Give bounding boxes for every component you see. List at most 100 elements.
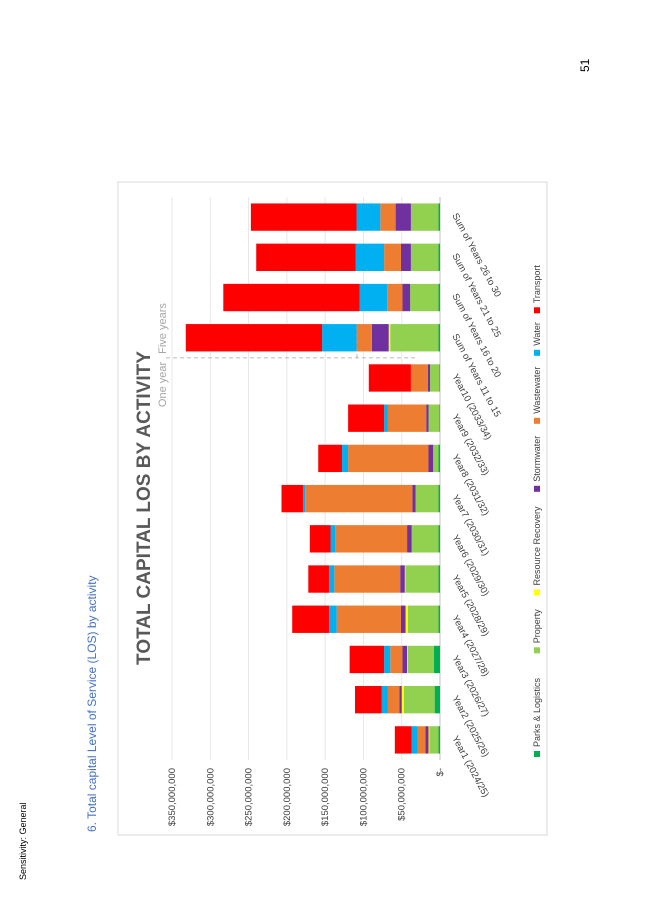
bar-segment — [355, 686, 382, 714]
bar-segment — [305, 484, 413, 513]
y-tick-label: $- — [435, 768, 446, 776]
bar-segment — [411, 726, 418, 754]
bar-segment — [417, 726, 426, 754]
bar-segment — [399, 686, 402, 714]
bar-segment — [407, 645, 434, 674]
bar-segment — [185, 324, 323, 352]
bar-segment — [438, 525, 440, 553]
bar-segment — [349, 645, 385, 674]
bar-segment — [223, 283, 360, 312]
y-tick-label: $200,000,000 — [282, 768, 293, 826]
chart-title: TOTAL CAPITAL LOS BY ACTIVITY — [134, 351, 155, 665]
bar-segment — [328, 605, 337, 633]
bar-segment — [410, 243, 439, 271]
legend-swatch — [534, 647, 540, 654]
bar-segment — [256, 243, 356, 271]
bar-segment — [302, 484, 306, 513]
legend-label: Property — [532, 609, 542, 644]
bar-segment — [388, 324, 391, 352]
bar-segment — [438, 243, 440, 271]
bar-segment — [415, 484, 439, 513]
legend-label: Stormwater — [532, 436, 542, 482]
y-tick-label: $100,000,000 — [358, 768, 369, 826]
bar-segment — [355, 243, 385, 271]
bar-segment — [387, 283, 403, 312]
bar-segment — [425, 726, 429, 754]
bar-segment — [381, 686, 388, 714]
legend-label: Transport — [532, 265, 542, 304]
bar-segment — [322, 324, 357, 352]
bar-segment — [328, 565, 335, 593]
bar-segment — [430, 364, 440, 392]
bar-segment — [292, 605, 329, 633]
bar-segment — [427, 364, 431, 392]
bar-segment — [438, 444, 440, 473]
legend-swatch — [534, 751, 540, 757]
bar-segment — [405, 605, 408, 633]
legend-swatch — [534, 307, 540, 314]
legend-label: Parks & Logistics — [532, 677, 542, 747]
bar-segment — [390, 645, 403, 674]
bar-segment — [384, 645, 391, 674]
bar-segment — [438, 203, 440, 231]
bar-segment — [438, 283, 440, 312]
bar-segment — [387, 686, 400, 714]
bar-segment — [407, 525, 412, 553]
bar-segment — [348, 404, 385, 432]
bar-segment — [400, 605, 406, 633]
bar-segment — [384, 404, 388, 432]
bar-segment — [402, 645, 408, 674]
annotation-one-year: One year — [157, 362, 169, 408]
bar-segment — [438, 605, 440, 633]
bar-segment — [439, 364, 440, 392]
bar-segment — [318, 444, 342, 473]
bar-segment — [395, 203, 411, 231]
bar-segment — [438, 726, 440, 754]
y-tick-label: $50,000,000 — [397, 768, 408, 821]
bar-segment — [336, 605, 401, 633]
bar-segment — [308, 565, 329, 593]
legend-label: Resource Recovery — [532, 506, 542, 586]
bar-segment — [405, 565, 439, 593]
bar-segment — [281, 484, 303, 513]
bar-segment — [341, 444, 349, 473]
bar-segment — [384, 243, 401, 271]
bar-segment — [359, 283, 388, 312]
bar-segment — [438, 324, 440, 352]
bar-segment — [438, 484, 440, 513]
bar-segment — [411, 525, 439, 553]
bar-segment — [410, 283, 439, 312]
bar-segment — [368, 364, 411, 392]
y-tick-label: $350,000,000 — [167, 768, 178, 826]
annotation-five-years: Five years — [157, 303, 169, 354]
bar-segment — [404, 565, 406, 593]
bar-segment — [410, 203, 439, 231]
legend-label: Water — [532, 322, 542, 346]
bar-segment — [387, 404, 427, 432]
bar-segment — [428, 404, 440, 432]
y-tick-label: $150,000,000 — [320, 768, 331, 826]
bar-segment — [309, 525, 331, 553]
bar-segment — [407, 605, 439, 633]
bar-segment — [429, 726, 439, 754]
legend-swatch — [534, 589, 540, 596]
bar-segment — [428, 444, 434, 473]
bar-segment — [348, 444, 429, 473]
bar-segment — [371, 324, 389, 352]
bar-segment — [428, 726, 430, 754]
bar-segment — [438, 565, 440, 593]
y-tick-label: $300,000,000 — [205, 768, 216, 826]
bar-segment — [335, 525, 408, 553]
bar-segment — [433, 645, 440, 674]
bar-segment — [404, 686, 435, 714]
legend-swatch — [534, 349, 540, 356]
bar-segment — [407, 645, 408, 674]
bar-segment — [394, 726, 412, 754]
legend-label: Wastewater — [532, 367, 542, 414]
legend-swatch — [534, 485, 540, 492]
bar-segment — [330, 525, 336, 553]
bar-segment — [439, 404, 440, 432]
bar-segment — [433, 444, 439, 473]
bar-segment — [402, 283, 411, 312]
